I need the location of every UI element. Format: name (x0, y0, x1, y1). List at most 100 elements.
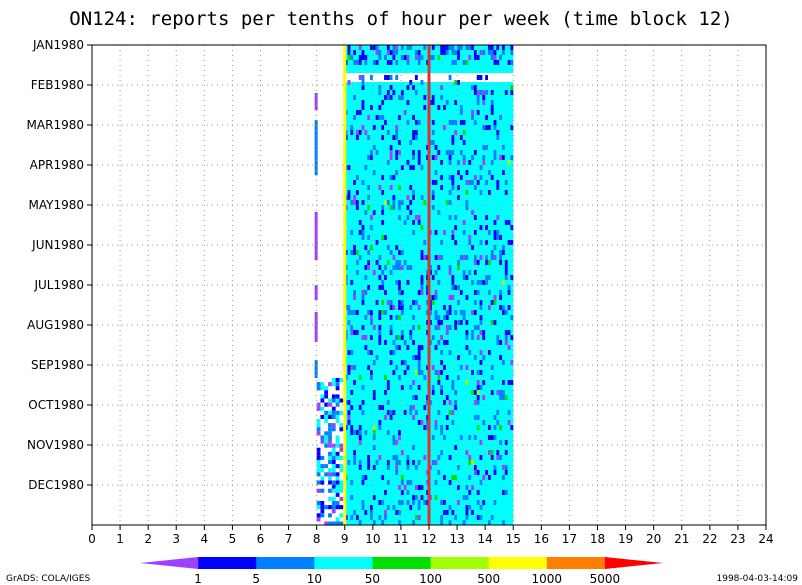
heat-cell (417, 150, 421, 155)
heat-cell (406, 45, 410, 50)
heat-cell (454, 60, 458, 65)
heat-cell (381, 500, 385, 505)
legend-level-label: 50 (365, 572, 380, 585)
heat-cell (335, 382, 340, 387)
x-tick-label: 9 (341, 532, 349, 546)
heat-cell (320, 382, 325, 387)
heat-cell (395, 470, 399, 475)
heat-cell (510, 225, 514, 230)
heat-cell (490, 390, 494, 395)
heat-cell (414, 355, 418, 360)
heat-cell (324, 505, 329, 510)
heat-cell (412, 395, 415, 400)
chart-title: ON124: reports per tenths of hour per we… (69, 8, 732, 30)
heat-cell (431, 130, 435, 135)
heat-cell (350, 365, 354, 370)
heat-cell (355, 250, 359, 255)
heat-cell (468, 475, 472, 480)
heat-cell (437, 325, 441, 330)
heat-cell (395, 150, 399, 155)
heat-cell (386, 410, 390, 415)
heat-cell (339, 443, 344, 448)
heat-cell (331, 447, 336, 452)
heat-cell (400, 300, 404, 305)
heat-cell (400, 250, 404, 255)
heat-cell (347, 350, 351, 355)
heat-cell (389, 175, 393, 180)
heat-cell (372, 210, 376, 215)
heat-cell (440, 185, 444, 190)
heat-cell (384, 490, 387, 495)
heat-cell (487, 260, 491, 265)
heat-cell (468, 45, 472, 50)
heat-cell (335, 517, 340, 522)
legend-swatch (256, 557, 315, 569)
heat-cell (384, 375, 387, 380)
x-tick-label: 5 (229, 532, 237, 546)
heat-cell (437, 210, 441, 215)
heat-cell (459, 120, 463, 125)
heat-cell (417, 505, 421, 510)
heat-cell (372, 520, 376, 525)
heat-cell (339, 484, 344, 489)
heat-cell (510, 125, 514, 130)
heat-cell (423, 405, 427, 410)
heat-cell (451, 275, 455, 280)
heat-cell (367, 155, 371, 160)
heat-cell (502, 395, 505, 400)
heat-cell (448, 150, 452, 155)
heat-cell (320, 406, 325, 411)
heat-cell (358, 60, 362, 65)
heat-cell (339, 398, 344, 403)
heat-cell (320, 394, 325, 399)
heat-cell (437, 315, 441, 320)
heat-cell (324, 443, 329, 448)
heat-cell (440, 320, 444, 325)
heat-cell (510, 335, 514, 340)
heat-cell (485, 225, 488, 230)
heat-cell (331, 464, 336, 469)
heat-cell (417, 370, 421, 375)
heat-cell (400, 45, 404, 50)
heat-cell (420, 250, 424, 255)
heat-cell (485, 280, 488, 285)
heat-cell (485, 215, 488, 220)
vertical-markers (343, 45, 431, 525)
heat-cell (490, 450, 494, 455)
heat-cell (403, 410, 407, 415)
heat-cell (372, 430, 376, 435)
heat-cell (482, 395, 486, 400)
heat-cell (347, 190, 351, 195)
heat-cell (437, 55, 441, 60)
heat-cell (454, 310, 458, 315)
heat-cell (420, 280, 424, 285)
heat-cell (465, 45, 469, 50)
sparse-column-segment (314, 93, 318, 110)
heat-cell (454, 445, 458, 450)
heat-cell (487, 190, 491, 195)
heat-cell (358, 425, 362, 430)
heat-cell (347, 80, 351, 85)
heat-cell (328, 439, 332, 444)
heat-cell (350, 390, 354, 395)
heat-cell (448, 155, 452, 160)
heat-cell (434, 170, 438, 175)
heat-cell (471, 460, 474, 465)
heat-cell (358, 375, 362, 380)
heat-cell (465, 320, 469, 325)
heat-cell (417, 325, 421, 330)
heat-cell (479, 515, 483, 520)
heat-cell (398, 510, 401, 515)
heat-cell (370, 225, 373, 230)
heat-cell (510, 90, 514, 95)
heat-cell (451, 295, 455, 300)
heat-cell (507, 305, 511, 310)
heat-cell (445, 50, 449, 55)
heat-cell (448, 350, 452, 355)
heat-cell (465, 515, 469, 520)
heat-cell (384, 120, 387, 125)
heat-cell (485, 90, 488, 95)
heat-cell (381, 175, 385, 180)
heat-cell (471, 485, 474, 490)
heat-cell (485, 470, 488, 475)
